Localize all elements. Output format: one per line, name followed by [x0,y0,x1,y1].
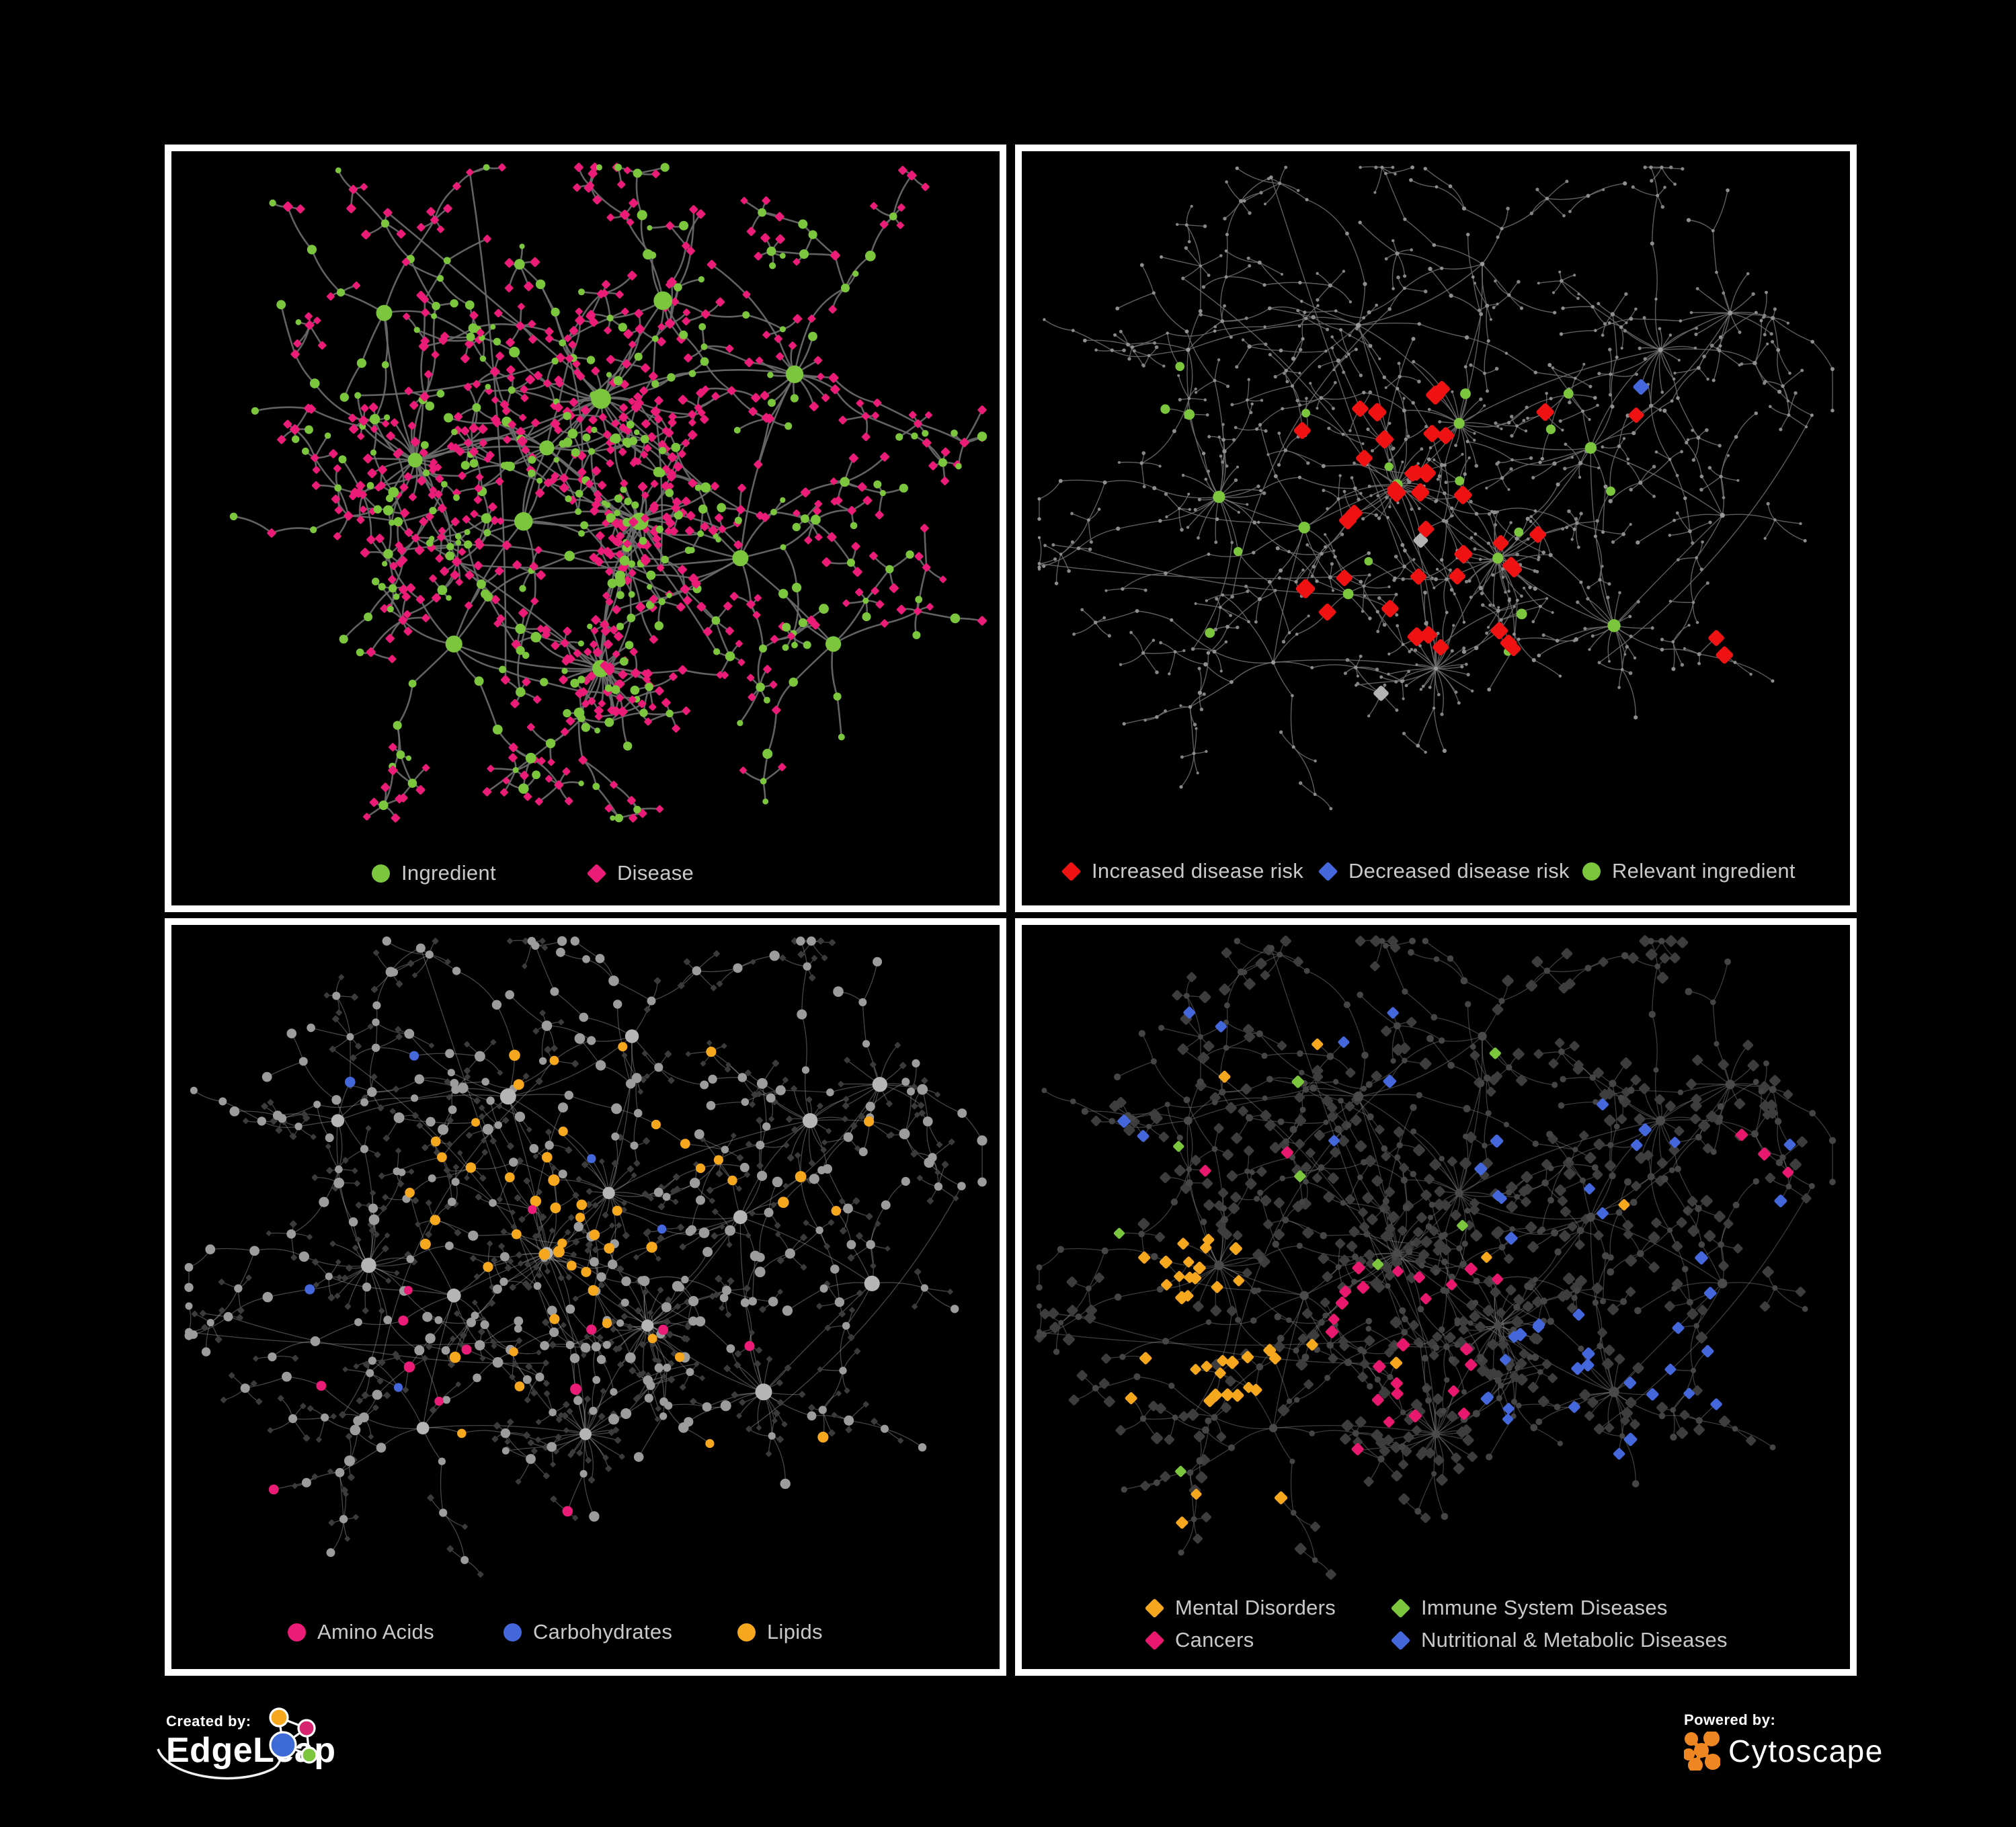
legend-label: Increased disease risk [1092,859,1304,883]
legend-item-cancers: Cancers [1144,1628,1254,1652]
legend-label: Ingredient [401,861,496,885]
nutrient-class-network-panel: Amino Acids Carbohydrates Lipids [165,918,1006,1676]
circle-swatch [502,1622,522,1642]
legend-label: Immune System Diseases [1421,1596,1668,1619]
legend-label: Disease [617,861,694,885]
legend-label: Relevant ingredient [1612,859,1796,883]
node-layer [229,163,987,823]
legend-label: Mental Disorders [1175,1596,1336,1619]
diamond-swatch [1144,1630,1164,1650]
legend-item-carbohydrates: Carbohydrates [502,1620,672,1644]
diamond-swatch [1061,861,1081,881]
circle-swatch [286,1622,307,1642]
edge-layer [1039,166,1833,809]
created-by-label: Created by: [166,1713,251,1730]
node-layer [1037,165,1834,811]
legend-item-disease: Disease [586,861,694,885]
network-canvas [1034,935,1837,1580]
legend-item-immune-system-diseases: Immune System Diseases [1390,1596,1668,1620]
network-canvas [184,936,987,1578]
network-canvas [229,163,987,823]
legend-item-lipids: Lipids [736,1620,823,1644]
diamond-swatch [1144,1598,1164,1618]
node-layer [1034,935,1837,1580]
legend-item-relevant-ingredient: Relevant ingredient [1581,859,1796,883]
legend-label: Cancers [1175,1628,1254,1652]
legend-item-amino-acids: Amino Acids [286,1620,434,1644]
legend-label: Nutritional & Metabolic Diseases [1421,1628,1728,1652]
cytoscape-icon [1684,1732,1720,1771]
legend-item-increased-disease-risk: Increased disease risk [1061,859,1303,883]
disease-risk-network-panel: Increased disease risk Decreased disease … [1015,145,1857,912]
diamond-swatch [586,863,606,883]
powered-by-block: Powered by: Cytoscape [1684,1711,1966,1812]
circle-swatch [736,1622,756,1642]
legend-item-mental-disorders: Mental Disorders [1144,1596,1336,1620]
legend-label: Decreased disease risk [1348,859,1570,883]
legend-item-decreased-disease-risk: Decreased disease risk [1318,859,1570,883]
circle-swatch [1581,861,1601,881]
legend-label: Amino Acids [317,1620,434,1643]
edge-layer [1039,940,1833,1575]
diamond-swatch [1390,1630,1410,1650]
diamond-swatch [1390,1598,1410,1618]
created-by-block: Created by: EdgeLeap [157,1707,583,1827]
circle-swatch [370,863,391,883]
disease-class-network-panel: Mental Disorders Immune System Diseases Ca… [1015,918,1857,1676]
ingredient-disease-network-panel: Ingredient Disease [165,145,1006,912]
edgeleap-wordmark: EdgeLeap [166,1731,336,1770]
network-canvas [1037,165,1834,811]
node-layer [184,936,987,1578]
legend-label: Carbohydrates [533,1620,673,1643]
powered-by-label: Powered by: [1684,1711,1776,1728]
cytoscape-wordmark: Cytoscape [1728,1734,1884,1769]
diamond-swatch [1318,861,1338,881]
legend-label: Lipids [767,1620,823,1643]
legend-item-ingredient: Ingredient [370,861,496,885]
legend-item-nutritional-metabolic-diseases: Nutritional & Metabolic Diseases [1390,1628,1728,1652]
